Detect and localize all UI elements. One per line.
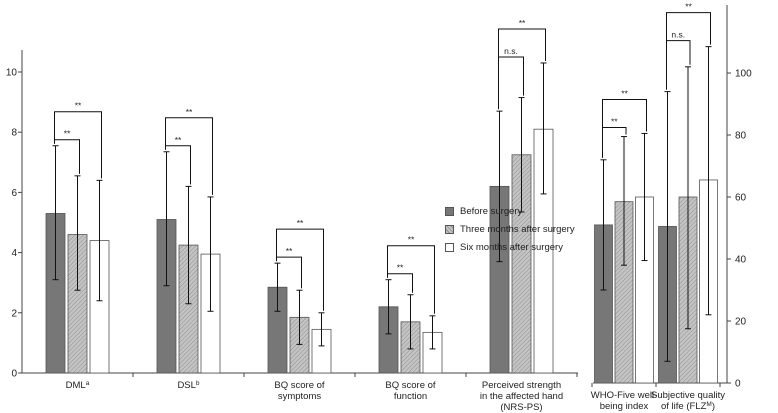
- x-category-label: being index: [600, 401, 649, 412]
- significance-label: **: [397, 263, 404, 273]
- significance-label: **: [519, 18, 526, 28]
- y-tick-label: 6: [11, 188, 17, 199]
- y-tick-label: 100: [735, 69, 752, 80]
- significance-bracket: [165, 117, 213, 195]
- x-category-label: Subjective quality: [651, 390, 725, 401]
- significance-bracket: [54, 139, 80, 174]
- y-tick-label: 0: [11, 369, 17, 380]
- significance-label: **: [75, 101, 82, 111]
- x-category-label: DMLa: [66, 380, 90, 391]
- legend-swatch-six-months: [445, 242, 454, 252]
- significance-bracket: [54, 111, 102, 179]
- y-tick-label: 80: [735, 131, 747, 142]
- x-category-label: WHO-Five well-: [591, 390, 658, 401]
- significance-bracket: [498, 56, 524, 110]
- significance-bracket: [602, 98, 647, 158]
- significance-bracket: [666, 40, 691, 90]
- legend-item: Before surgery: [445, 202, 575, 220]
- legend-item: Three months after surgery: [445, 220, 575, 238]
- legend-swatch-three-months: [445, 224, 454, 234]
- significance-bracket: [276, 256, 302, 289]
- significance-label: **: [186, 107, 193, 117]
- significance-label: **: [621, 88, 628, 98]
- y-tick-label: 10: [6, 68, 18, 79]
- x-category-label: symptoms: [278, 391, 322, 402]
- legend-label-before: Before surgery: [460, 205, 523, 217]
- legend-label-six-months: Six months after surgery: [460, 241, 563, 253]
- x-category-label: BQ score of: [274, 380, 325, 391]
- y-tick-label: 2: [11, 308, 17, 319]
- x-category-label: function: [394, 391, 427, 402]
- x-category-label: BQ score of: [385, 380, 436, 391]
- x-category-label: in the affected hand: [480, 391, 563, 402]
- legend-swatch-before: [445, 206, 454, 216]
- significance-bracket: [276, 228, 324, 311]
- significance-bracket: [387, 245, 435, 314]
- significance-bracket: [387, 273, 413, 293]
- significance-label: n.s.: [504, 46, 518, 56]
- significance-bracket: [498, 28, 546, 110]
- y-tick-label: 60: [735, 193, 747, 204]
- legend-label-three-months: Three months after surgery: [460, 223, 575, 235]
- x-category-label: Perceived strength: [482, 380, 561, 391]
- significance-label: **: [286, 246, 293, 256]
- significance-label: **: [408, 235, 415, 245]
- significance-label: n.s.: [671, 30, 685, 40]
- legend-item: Six months after surgery: [445, 238, 575, 256]
- x-category-label: of life (FLZM): [661, 401, 715, 412]
- x-category-label: DSLb: [177, 380, 199, 391]
- legend: Before surgery Three months after surger…: [445, 202, 575, 256]
- significance-label: **: [297, 218, 304, 228]
- y-tick-label: 0: [735, 379, 741, 390]
- y-tick-label: 4: [11, 248, 17, 259]
- y-tick-label: 8: [11, 128, 17, 139]
- x-category-label: (NRS-PS): [500, 402, 542, 413]
- significance-bracket: [666, 12, 711, 90]
- significance-label: **: [685, 2, 692, 12]
- significance-label: **: [611, 116, 618, 126]
- significance-label: **: [175, 135, 182, 145]
- y-tick-label: 40: [735, 255, 747, 266]
- y-tick-label: 20: [735, 317, 747, 328]
- significance-bracket: [602, 126, 627, 158]
- significance-label: **: [64, 129, 71, 139]
